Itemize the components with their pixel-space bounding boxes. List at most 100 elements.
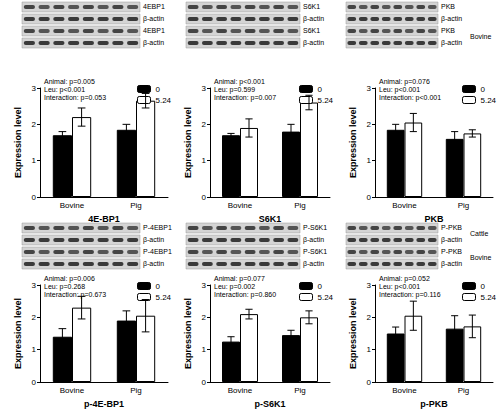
svg-text:β-actin: β-actin xyxy=(303,260,324,268)
svg-text:Expression level: Expression level xyxy=(348,298,358,369)
svg-text:1: 1 xyxy=(202,156,207,165)
svg-text:P-S6K1: P-S6K1 xyxy=(303,224,327,231)
svg-text:Expression level: Expression level xyxy=(183,298,193,369)
svg-text:Animal: p=0.052: Animal: p=0.052 xyxy=(379,275,430,283)
svg-text:Interaction: p=0.860: Interaction: p=0.860 xyxy=(214,291,276,299)
svg-text:5.24: 5.24 xyxy=(481,96,497,105)
svg-text:4EBP1: 4EBP1 xyxy=(143,3,165,10)
svg-text:4EBP1: 4EBP1 xyxy=(143,27,165,34)
svg-text:Bovine: Bovine xyxy=(392,201,417,210)
svg-text:Bovine: Bovine xyxy=(60,386,85,395)
svg-text:5.24: 5.24 xyxy=(318,96,334,105)
svg-text:2: 2 xyxy=(367,120,372,129)
svg-text:0: 0 xyxy=(367,193,372,202)
svg-text:Animal: p=0.077: Animal: p=0.077 xyxy=(214,275,265,283)
svg-text:P-PKB: P-PKB xyxy=(441,248,462,255)
svg-text:1: 1 xyxy=(367,156,372,165)
svg-text:β-actin: β-actin xyxy=(143,236,164,244)
svg-text:3: 3 xyxy=(202,281,207,290)
svg-text:Bovine: Bovine xyxy=(228,201,253,210)
svg-text:Bovine: Bovine xyxy=(470,254,492,261)
svg-text:β-actin: β-actin xyxy=(143,260,164,268)
svg-text:0: 0 xyxy=(481,282,486,291)
svg-text:2: 2 xyxy=(202,313,207,322)
svg-text:S6K1: S6K1 xyxy=(259,214,282,224)
svg-text:2: 2 xyxy=(202,120,207,129)
svg-text:1: 1 xyxy=(32,345,37,354)
svg-text:2: 2 xyxy=(32,313,37,322)
svg-text:p-S6K1: p-S6K1 xyxy=(254,399,285,409)
svg-text:5.24: 5.24 xyxy=(481,293,497,302)
svg-text:3: 3 xyxy=(32,281,37,290)
svg-text:Pig: Pig xyxy=(294,201,306,210)
svg-text:Cattle: Cattle xyxy=(470,230,488,237)
svg-text:p-PKB: p-PKB xyxy=(420,399,448,409)
svg-text:4E-BP1: 4E-BP1 xyxy=(88,214,120,224)
svg-text:Expression level: Expression level xyxy=(183,107,193,178)
svg-text:3: 3 xyxy=(32,84,37,93)
svg-text:β-actin: β-actin xyxy=(441,15,462,23)
svg-text:Pig: Pig xyxy=(458,386,470,395)
svg-text:β-actin: β-actin xyxy=(303,15,324,23)
svg-text:Leu: p=0.599: Leu: p=0.599 xyxy=(214,86,255,94)
svg-text:0: 0 xyxy=(156,282,161,291)
svg-text:β-actin: β-actin xyxy=(303,39,324,47)
svg-text:S6K1: S6K1 xyxy=(303,3,320,10)
svg-text:5.24: 5.24 xyxy=(156,96,172,105)
svg-text:Leu: p<0.001: Leu: p<0.001 xyxy=(379,86,420,94)
svg-text:Bovine: Bovine xyxy=(392,386,417,395)
svg-text:0: 0 xyxy=(32,378,37,387)
svg-text:3: 3 xyxy=(367,281,372,290)
svg-text:Leu: p<0.001: Leu: p<0.001 xyxy=(379,283,420,291)
svg-text:P-PKB: P-PKB xyxy=(441,224,462,231)
svg-text:Bovine: Bovine xyxy=(470,33,492,40)
svg-text:Animal: p=0.076: Animal: p=0.076 xyxy=(379,78,430,86)
svg-text:3: 3 xyxy=(202,84,207,93)
svg-text:Expression level: Expression level xyxy=(13,298,23,369)
svg-text:1: 1 xyxy=(202,345,207,354)
svg-text:β-actin: β-actin xyxy=(303,236,324,244)
svg-text:PKB: PKB xyxy=(441,27,455,34)
svg-text:1: 1 xyxy=(32,156,37,165)
svg-text:Animal: p<0.001: Animal: p<0.001 xyxy=(214,78,265,86)
svg-text:Pig: Pig xyxy=(458,201,470,210)
svg-text:Pig: Pig xyxy=(130,201,142,210)
svg-text:0: 0 xyxy=(202,378,207,387)
svg-text:Leu: p<0.001: Leu: p<0.001 xyxy=(44,86,85,94)
svg-text:P-S6K1: P-S6K1 xyxy=(303,248,327,255)
svg-text:p-4E-BP1: p-4E-BP1 xyxy=(84,399,124,409)
svg-text:S6K1: S6K1 xyxy=(303,27,320,34)
svg-text:0: 0 xyxy=(367,378,372,387)
svg-text:Animal: p=0.006: Animal: p=0.006 xyxy=(44,275,95,283)
svg-text:0: 0 xyxy=(202,193,207,202)
svg-text:Leu: p=0.002: Leu: p=0.002 xyxy=(214,283,255,291)
svg-text:β-actin: β-actin xyxy=(143,15,164,23)
svg-text:Animal: p=0.005: Animal: p=0.005 xyxy=(44,78,95,86)
svg-text:0: 0 xyxy=(156,85,161,94)
svg-text:β-actin: β-actin xyxy=(441,236,462,244)
svg-text:Bovine: Bovine xyxy=(228,386,253,395)
svg-text:β-actin: β-actin xyxy=(441,39,462,47)
svg-text:0: 0 xyxy=(318,282,323,291)
svg-text:Interaction: p=0.673: Interaction: p=0.673 xyxy=(44,291,106,299)
svg-text:PKB: PKB xyxy=(424,214,444,224)
svg-text:P-4EBP1: P-4EBP1 xyxy=(143,248,172,255)
svg-text:5.24: 5.24 xyxy=(156,293,172,302)
svg-text:0: 0 xyxy=(481,85,486,94)
svg-text:2: 2 xyxy=(32,120,37,129)
svg-text:β-actin: β-actin xyxy=(441,260,462,268)
svg-text:2: 2 xyxy=(367,313,372,322)
svg-text:Interaction: p<0.001: Interaction: p<0.001 xyxy=(379,94,441,102)
svg-text:Leu: p=0.268: Leu: p=0.268 xyxy=(44,283,85,291)
svg-text:Bovine: Bovine xyxy=(60,201,85,210)
svg-text:Expression level: Expression level xyxy=(348,107,358,178)
svg-text:0: 0 xyxy=(318,85,323,94)
svg-text:Interaction: p=0.007: Interaction: p=0.007 xyxy=(214,94,276,102)
svg-text:Pig: Pig xyxy=(130,386,142,395)
svg-text:Pig: Pig xyxy=(294,386,306,395)
svg-text:3: 3 xyxy=(367,84,372,93)
svg-text:β-actin: β-actin xyxy=(143,39,164,47)
svg-text:Interaction: p=0.116: Interaction: p=0.116 xyxy=(379,291,441,299)
svg-text:Expression level: Expression level xyxy=(13,107,23,178)
svg-text:0: 0 xyxy=(32,193,37,202)
